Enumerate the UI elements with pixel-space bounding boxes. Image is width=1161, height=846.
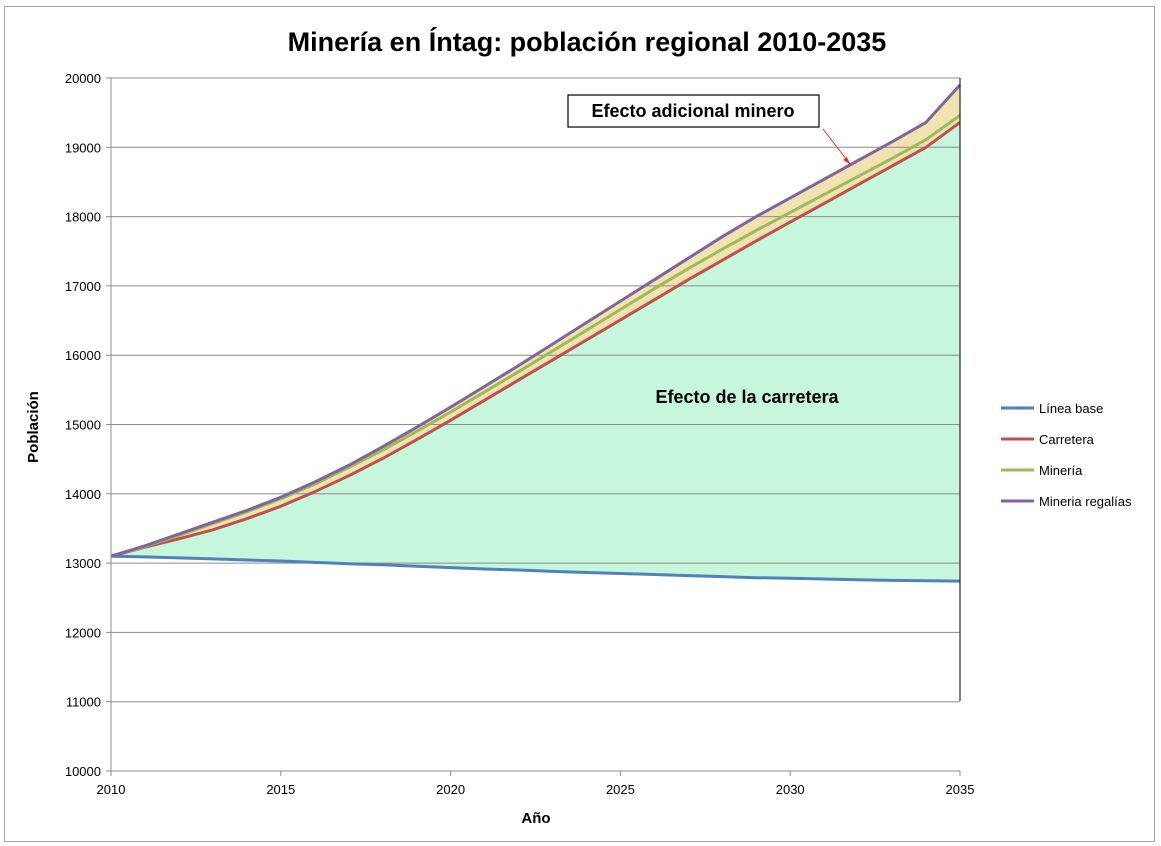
axes [106, 77, 961, 776]
mining-annotation-box [567, 94, 820, 128]
x-tick-label-2030: 2030 [776, 782, 805, 797]
series-line-1 [110, 121, 961, 558]
y-tick-label-14000: 14000 [65, 487, 101, 502]
effect-areas [111, 84, 960, 582]
y-axis-title: Población [25, 391, 42, 463]
road-annotation-label: Efecto de la carretera [655, 387, 839, 407]
y-tick-label-13000: 13000 [65, 556, 101, 571]
y-tick-label-16000: 16000 [65, 348, 101, 363]
legend-label-0: Línea base [1039, 401, 1103, 416]
x-tick-label-2025: 2025 [606, 782, 635, 797]
x-tick-label-2015: 2015 [266, 782, 295, 797]
x-tick-label-2010: 2010 [97, 782, 126, 797]
x-tick-label-2035: 2035 [946, 782, 975, 797]
y-tick-label-18000: 18000 [65, 210, 101, 225]
y-tick-label-15000: 15000 [65, 418, 101, 433]
annotations: Efecto adicional minero Efecto de la car… [567, 94, 851, 407]
grid-lines [111, 77, 960, 703]
x-axis-title: Año [521, 810, 550, 827]
chart-svg: Minería en Íntag: población regional 201… [25, 26, 1132, 827]
y-tick-label-20000: 20000 [65, 71, 101, 86]
mining-annotation-arrowhead [843, 157, 850, 164]
y-tick-label-10000: 10000 [65, 764, 101, 779]
series-lines [110, 83, 962, 583]
road-effect-area [111, 122, 960, 582]
y-tick-label-11000: 11000 [66, 695, 101, 710]
y-tick-labels: 10000 11000 12000 13000 14000 15000 16000 17000… [65, 71, 101, 779]
mining-annotation-label: Efecto adicional minero [591, 101, 794, 121]
series-line-3 [110, 83, 962, 558]
y-tick-label-12000: 12000 [65, 625, 101, 640]
y-tick-label-19000: 19000 [65, 140, 101, 155]
legend-label-3: Mineria regalías [1039, 494, 1132, 509]
y-tick-label-17000: 17000 [65, 279, 101, 294]
x-tick-labels: 2010 2015 2020 2025 2030 2035 [97, 782, 975, 797]
legend: Línea base Carretera Minería Mineria regalí… [1001, 401, 1132, 509]
chart-title: Minería en Íntag: población regional 201… [288, 26, 887, 57]
legend-label-1: Carretera [1039, 432, 1095, 447]
series-line-0 [110, 554, 961, 583]
legend-label-2: Minería [1039, 463, 1083, 478]
x-tick-label-2020: 2020 [436, 782, 465, 797]
chart-frame: Minería en Íntag: población regional 201… [4, 6, 1155, 842]
